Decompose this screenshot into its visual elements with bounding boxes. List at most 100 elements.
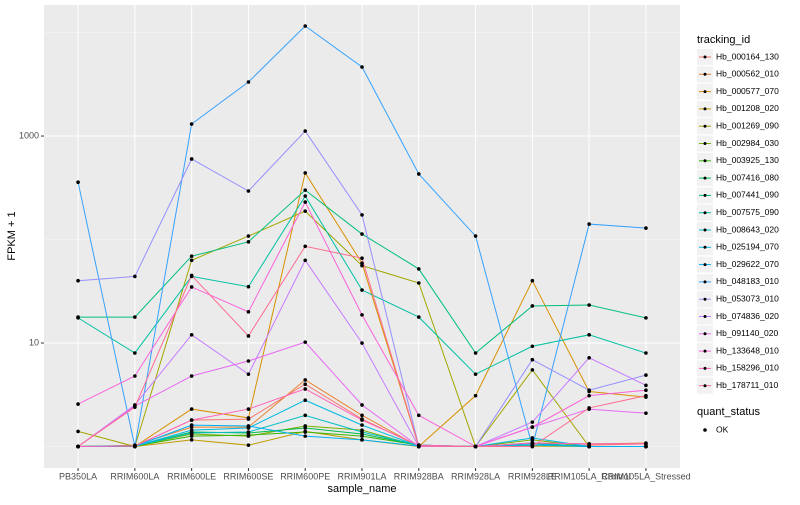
legend-label: Hb_000562_010 <box>716 69 779 79</box>
data-point <box>246 443 251 447</box>
data-point <box>189 434 194 438</box>
data-point <box>360 232 364 236</box>
legend-key <box>703 72 707 76</box>
data-point <box>360 413 364 418</box>
data-point <box>360 438 364 442</box>
legend-label: Hb_008643_020 <box>716 224 779 234</box>
data-point <box>246 234 251 238</box>
x-tick-label: RRIM928BA <box>394 471 444 481</box>
data-point <box>416 172 421 176</box>
data-point <box>303 200 308 204</box>
data-point <box>246 416 251 420</box>
legend-key <box>703 332 707 336</box>
legend-key <box>703 245 707 249</box>
legend-key <box>703 315 707 318</box>
data-point <box>530 444 535 449</box>
data-point <box>360 65 364 69</box>
legend-label: OK <box>716 424 729 434</box>
data-point <box>530 357 535 362</box>
x-tick-label: RRIM105LA_Stressed <box>601 471 691 481</box>
data-point <box>303 209 308 213</box>
legend-key <box>703 297 707 301</box>
data-point <box>644 316 648 320</box>
data-point <box>133 351 137 355</box>
legend-label: Hb_003925_130 <box>716 155 779 165</box>
legend-key <box>703 228 707 232</box>
data-point <box>189 431 194 435</box>
data-point <box>360 430 364 434</box>
data-point <box>303 340 308 344</box>
x-tick-label: RRIM600LA <box>110 471 159 481</box>
data-point <box>473 234 478 238</box>
legend-label: Hb_025194_070 <box>716 242 779 252</box>
data-point <box>360 288 364 292</box>
x-tick-label: RRIM105LA_Control <box>548 471 631 481</box>
data-point <box>133 405 137 409</box>
legend-key <box>703 263 707 267</box>
legend-key <box>703 366 707 370</box>
data-point <box>644 226 648 230</box>
data-point <box>189 157 194 161</box>
legend-label: Hb_000164_130 <box>716 51 779 61</box>
data-point <box>530 278 535 283</box>
legend-label: Hb_091140_020 <box>716 328 779 338</box>
data-point <box>644 373 648 377</box>
data-point <box>530 344 535 349</box>
data-point <box>303 129 308 133</box>
legend-title: tracking_id <box>697 34 750 46</box>
data-point <box>246 424 251 428</box>
data-point <box>360 256 364 260</box>
data-point <box>644 444 648 449</box>
data-point <box>416 315 421 319</box>
legend-label: Hb_002984_030 <box>716 138 779 148</box>
data-point <box>644 393 648 398</box>
data-point <box>587 333 591 337</box>
legend-label: Hb_053073_010 <box>716 293 779 303</box>
data-point <box>189 273 194 278</box>
data-point <box>246 310 251 314</box>
data-point <box>189 374 194 378</box>
y-tick-label: 1000 <box>19 130 39 140</box>
data-point <box>303 244 308 249</box>
data-point <box>587 406 591 410</box>
data-point <box>246 334 251 338</box>
data-point <box>246 407 251 411</box>
data-point <box>303 258 308 263</box>
data-point <box>303 24 308 28</box>
y-axis-title: FPKM + 1 <box>6 211 18 260</box>
data-point <box>246 189 251 193</box>
x-tick-label: PB350LA <box>59 471 97 481</box>
legend-key <box>703 107 707 111</box>
data-point <box>303 382 308 387</box>
data-point <box>530 441 535 445</box>
x-tick-label: RRIM928LA <box>451 471 500 481</box>
data-point <box>416 267 421 271</box>
legend-label: Hb_007416_080 <box>716 172 779 182</box>
legend-label: Hb_001269_090 <box>716 120 779 130</box>
data-point <box>246 372 251 376</box>
data-point <box>587 442 591 446</box>
y-tick-label: 10 <box>29 337 39 347</box>
data-point <box>360 423 364 427</box>
data-point <box>303 430 308 434</box>
data-point <box>644 351 648 355</box>
data-point <box>189 333 194 337</box>
data-point <box>360 418 364 422</box>
legend-label: Hb_178711_010 <box>716 380 779 390</box>
data-point <box>189 254 194 258</box>
x-tick-label: RRIM600SE <box>223 471 273 481</box>
data-point <box>76 444 80 449</box>
data-point <box>530 304 535 308</box>
data-point <box>303 387 308 391</box>
data-point <box>246 284 251 289</box>
x-axis-title: sample_name <box>327 483 396 495</box>
data-point <box>473 372 478 376</box>
legend-key <box>703 90 707 94</box>
data-point <box>587 444 591 449</box>
legend-key <box>703 142 707 145</box>
data-point <box>303 413 308 418</box>
data-point <box>246 240 251 244</box>
data-point <box>644 411 648 415</box>
data-point <box>189 122 194 126</box>
